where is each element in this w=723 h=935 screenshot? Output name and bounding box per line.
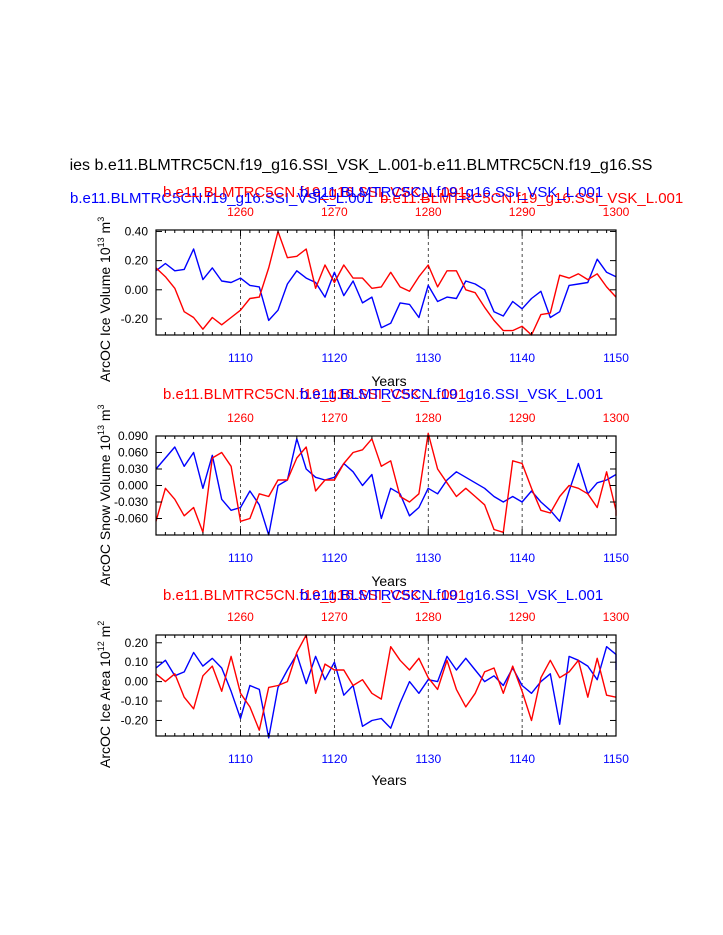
snow-volume-blue-title: b.e11.BLMTRC5CN.f19_g16.SSI_VSK_L.001 <box>300 386 603 403</box>
x-tick-label: 1120 <box>321 351 347 365</box>
ice-volume-overlap-red: b.e11.BLMTRC5CN.f19_g16.SSI_VSK_L.001 <box>380 190 683 207</box>
x-tick-label: 1140 <box>509 752 535 766</box>
ice-area-panel: b.e11.BLMTRC5CN.f19_g16.SSI_VSK_L.001 b.… <box>96 587 630 788</box>
top-x-tick-label: 1260 <box>227 610 254 624</box>
snow-volume-panel: b.e11.BLMTRC5CN.f19_g16.SSI_VSK_L.001 b.… <box>96 386 630 589</box>
ice-area-plot: -0.20 -0.10 0.00 0.10 0.20 1110 1120 1130 1140 11… <box>121 610 630 766</box>
top-x-tick-label: 1290 <box>509 205 536 219</box>
x-tick-label: 1120 <box>321 752 347 766</box>
plot-frame <box>155 229 617 336</box>
ice-area-ylabel: ArcOC Ice Area 1012 m2 <box>96 621 113 768</box>
y-tick-label: 0.00 <box>125 675 149 689</box>
x-tick-label: 1150 <box>603 351 629 365</box>
ice-volume-panel: b.e11.BLMTRC5CN.f19_g16.SSI_VSK_L.001 b.… <box>70 184 683 389</box>
top-x-tick-label: 1270 <box>321 411 348 425</box>
y-tick-label: -0.20 <box>121 312 149 326</box>
x-tick-label: 1140 <box>509 351 535 365</box>
ice-volume-blue-title: b.e11.BLMTRC5CN.f19_g16.SSI_VSK_L.001 <box>70 190 373 207</box>
x-tick-label: 1130 <box>415 752 441 766</box>
top-x-tick-label: 1260 <box>227 411 254 425</box>
x-tick-label: 1120 <box>321 551 347 565</box>
x-tick-label: 1110 <box>228 351 253 365</box>
snow-volume-plot: -0.060 -0.030 0.000 0.030 0.060 0.090 1110 1120… <box>114 411 630 565</box>
x-tick-label: 1130 <box>415 351 441 365</box>
plot-frame <box>155 435 617 536</box>
plot-frame <box>155 634 617 737</box>
x-tick-label: 1130 <box>415 551 441 565</box>
y-tick-label: -0.030 <box>114 495 148 509</box>
top-x-tick-label: 1300 <box>603 610 630 624</box>
top-x-tick-label: 1260 <box>227 205 254 219</box>
snow-volume-ylabel: ArcOC Snow Volume 1013 m3 <box>96 404 113 586</box>
red-series-line <box>155 432 617 533</box>
y-tick-label: -0.20 <box>121 713 149 727</box>
x-tick-label: 1150 <box>603 752 629 766</box>
y-tick-label: 0.030 <box>118 462 148 476</box>
y-tick-label: 0.40 <box>125 224 149 238</box>
top-x-tick-label: 1290 <box>509 610 536 624</box>
y-tick-label: 0.090 <box>118 429 148 443</box>
y-tick-label: -0.10 <box>121 694 149 708</box>
x-tick-label: 1110 <box>228 752 253 766</box>
x-tick-label: 1140 <box>509 551 535 565</box>
red-series-line <box>155 634 617 731</box>
y-tick-label: 0.00 <box>125 283 149 297</box>
snow-volume-red-title: b.e11.BLMTRC5CN.f19_g16.SSI_VSK_L.001 <box>163 386 466 403</box>
y-tick-label: 0.060 <box>118 446 148 460</box>
y-tick-label: 0.20 <box>125 254 149 268</box>
y-tick-label: 0.000 <box>118 479 148 493</box>
y-tick-label: -0.060 <box>114 512 148 526</box>
y-tick-label: 0.20 <box>125 636 149 650</box>
ice-volume-plot: -0.20 0.00 0.20 0.40 1110 1120 1130 1140 1150 126… <box>121 205 630 365</box>
top-x-tick-label: 1300 <box>603 411 630 425</box>
page-title: ies b.e11.BLMTRC5CN.f19_g16.SSI_VSK_L.00… <box>70 157 653 174</box>
top-x-tick-label: 1280 <box>415 205 442 219</box>
top-x-tick-label: 1290 <box>509 411 536 425</box>
blue-series-line <box>155 248 617 329</box>
ice-area-red-title: b.e11.BLMTRC5CN.f19_g16.SSI_VSK_L.001 <box>163 587 466 604</box>
ice-volume-red-title: b.e11.BLMTRC5CN.f19_g16.SSI_VSK_L.001 <box>163 184 466 201</box>
ice-volume-ylabel: ArcOC Ice Volume 1013 m3 <box>96 217 113 382</box>
ice-volume-overlap-blue: b.e11.BLMTRC5CN.f19_g16.SSI_VSK_L.001 <box>300 184 603 201</box>
blue-series-line <box>155 646 617 739</box>
red-series-line <box>155 230 617 336</box>
ice-area-xlabel: Years <box>371 772 406 788</box>
x-tick-label: 1110 <box>228 551 253 565</box>
top-x-tick-label: 1270 <box>321 205 348 219</box>
y-tick-label: 0.10 <box>125 655 149 669</box>
ice-volume-xlabel: Years <box>371 373 406 389</box>
snow-volume-xlabel: Years <box>371 573 406 589</box>
x-tick-label: 1150 <box>603 551 629 565</box>
ice-area-blue-title: b.e11.BLMTRC5CN.f19_g16.SSI_VSK_L.001 <box>300 587 603 604</box>
top-x-tick-label: 1300 <box>603 205 630 219</box>
top-x-tick-label: 1280 <box>415 610 442 624</box>
top-x-tick-label: 1270 <box>321 610 348 624</box>
blue-series-line <box>155 438 617 536</box>
top-x-tick-label: 1280 <box>415 411 442 425</box>
